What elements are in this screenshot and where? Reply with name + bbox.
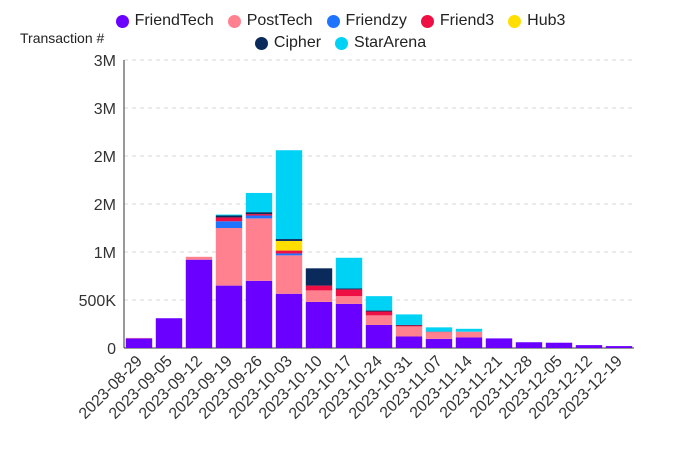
bar-stararena-2023-11-14[interactable]: [455, 328, 483, 332]
legend-item-cipher[interactable]: Cipher: [254, 34, 322, 52]
legend-label-hub3: Hub3: [527, 12, 566, 29]
bar-friendtech-2023-08-29[interactable]: [125, 338, 153, 348]
bar-friendtech-2023-12-19[interactable]: [605, 346, 633, 348]
bar-friendtech-2023-10-24[interactable]: [365, 324, 393, 348]
legend-swatch-hub3: [508, 14, 522, 28]
bar-posttech-2023-09-12[interactable]: [185, 256, 213, 260]
bar-posttech-2023-11-07[interactable]: [425, 332, 453, 339]
bar-friendtech-2023-11-28[interactable]: [515, 342, 543, 348]
y-tick-label: 500K: [79, 293, 117, 310]
bar-friendtech-2023-09-12[interactable]: [185, 259, 213, 348]
y-tick-label: 3M: [94, 53, 116, 70]
bar-stararena-2023-09-19[interactable]: [215, 214, 243, 216]
bar-friendtech-2023-10-31[interactable]: [395, 336, 423, 348]
legend-label-friendzy: Friendzy: [345, 12, 407, 29]
bar-posttech-2023-08-29[interactable]: [125, 337, 153, 339]
y-tick-label: 1M: [94, 245, 116, 262]
bar-friendtech-2023-12-05[interactable]: [545, 342, 573, 348]
legend-item-posttech[interactable]: PostTech: [227, 12, 313, 30]
bar-posttech-2023-09-26[interactable]: [245, 218, 273, 281]
bar-cipher-2023-09-26[interactable]: [245, 212, 273, 215]
bar-friendtech-2023-09-26[interactable]: [245, 280, 273, 348]
y-tick-label: 3M: [94, 101, 116, 118]
bar-friendzy-2023-10-03[interactable]: [275, 253, 303, 256]
bar-friendtech-2023-11-14[interactable]: [455, 337, 483, 348]
bar-friendtech-2023-11-21[interactable]: [485, 338, 513, 348]
bar-friend3-2023-10-10[interactable]: [305, 285, 333, 291]
legend-label-friendtech: FriendTech: [134, 12, 214, 29]
bar-stararena-2023-10-17[interactable]: [335, 257, 363, 289]
bar-friendtech-2023-11-07[interactable]: [425, 338, 453, 348]
bar-friend3-2023-09-19[interactable]: [215, 217, 243, 222]
chart-legend: FriendTech PostTech Friendzy Friend3 Hub…: [0, 10, 681, 54]
bar-hub3-2023-10-03[interactable]: [275, 240, 303, 251]
legend-swatch-friend3: [420, 14, 434, 28]
bar-cipher-2023-10-10[interactable]: [305, 268, 333, 286]
legend-item-friendzy[interactable]: Friendzy: [326, 12, 407, 30]
legend-swatch-cipher: [254, 36, 268, 50]
bar-friendtech-2023-10-03[interactable]: [275, 293, 303, 348]
bar-friendzy-2023-09-19[interactable]: [215, 221, 243, 228]
legend-swatch-friendtech: [115, 14, 129, 28]
bar-friend3-2023-10-03[interactable]: [275, 250, 303, 254]
y-axis-title: Transaction #: [20, 30, 105, 46]
bar-friendtech-2023-10-17[interactable]: [335, 303, 363, 348]
bar-cipher-2023-10-03[interactable]: [275, 239, 303, 241]
legend-label-friend3: Friend3: [439, 12, 495, 29]
legend-label-cipher: Cipher: [273, 34, 322, 51]
legend-row-2: Cipher StarArena: [0, 32, 681, 54]
bar-friendtech-2023-12-12[interactable]: [575, 345, 603, 348]
y-tick-label: 2M: [94, 149, 116, 166]
bar-friend3-2023-10-17[interactable]: [335, 289, 363, 297]
bar-friendtech-2023-10-10[interactable]: [305, 301, 333, 348]
legend-swatch-stararena: [335, 36, 349, 50]
bar-friendtech-2023-09-19[interactable]: [215, 285, 243, 348]
bar-stararena-2023-09-26[interactable]: [245, 192, 273, 213]
bar-cipher-2023-09-19[interactable]: [215, 215, 243, 218]
bar-friend3-2023-10-31[interactable]: [395, 325, 423, 327]
legend-item-stararena[interactable]: StarArena: [335, 34, 426, 52]
legend-label-posttech: PostTech: [246, 12, 313, 29]
bar-stararena-2023-10-24[interactable]: [365, 296, 393, 311]
bar-friend3-2023-10-24[interactable]: [365, 311, 393, 316]
bar-posttech-2023-11-14[interactable]: [455, 331, 483, 338]
y-tick-label: 2M: [94, 197, 116, 214]
bar-posttech-2023-10-03[interactable]: [275, 255, 303, 294]
legend-item-hub3[interactable]: Hub3: [508, 12, 565, 30]
legend-swatch-posttech: [227, 14, 241, 28]
legend-label-stararena: StarArena: [354, 34, 427, 51]
bar-cipher-2023-10-31[interactable]: [395, 324, 423, 326]
bar-posttech-2023-10-10[interactable]: [305, 290, 333, 302]
bar-posttech-2023-10-17[interactable]: [335, 296, 363, 304]
legend-item-friendtech[interactable]: FriendTech: [115, 12, 214, 30]
legend-item-friend3[interactable]: Friend3: [420, 12, 495, 30]
bar-stararena-2023-10-03[interactable]: [275, 150, 303, 240]
bar-posttech-2023-10-31[interactable]: [395, 326, 423, 337]
bar-posttech-2023-10-24[interactable]: [365, 315, 393, 325]
bar-friendtech-2023-09-05[interactable]: [155, 318, 183, 348]
bar-friend3-2023-09-26[interactable]: [245, 214, 273, 216]
y-tick-label: 0: [107, 341, 116, 358]
bar-friend3-2023-11-07[interactable]: [425, 331, 453, 333]
bar-stararena-2023-11-07[interactable]: [425, 327, 453, 332]
bar-stararena-2023-10-31[interactable]: [395, 314, 423, 325]
bar-friendzy-2023-09-26[interactable]: [245, 215, 273, 219]
bar-cipher-2023-10-24[interactable]: [365, 310, 393, 312]
bar-posttech-2023-09-19[interactable]: [215, 228, 243, 286]
legend-row-1: FriendTech PostTech Friendzy Friend3 Hub…: [0, 10, 681, 32]
bar-cipher-2023-10-17[interactable]: [335, 288, 363, 290]
legend-swatch-friendzy: [326, 14, 340, 28]
